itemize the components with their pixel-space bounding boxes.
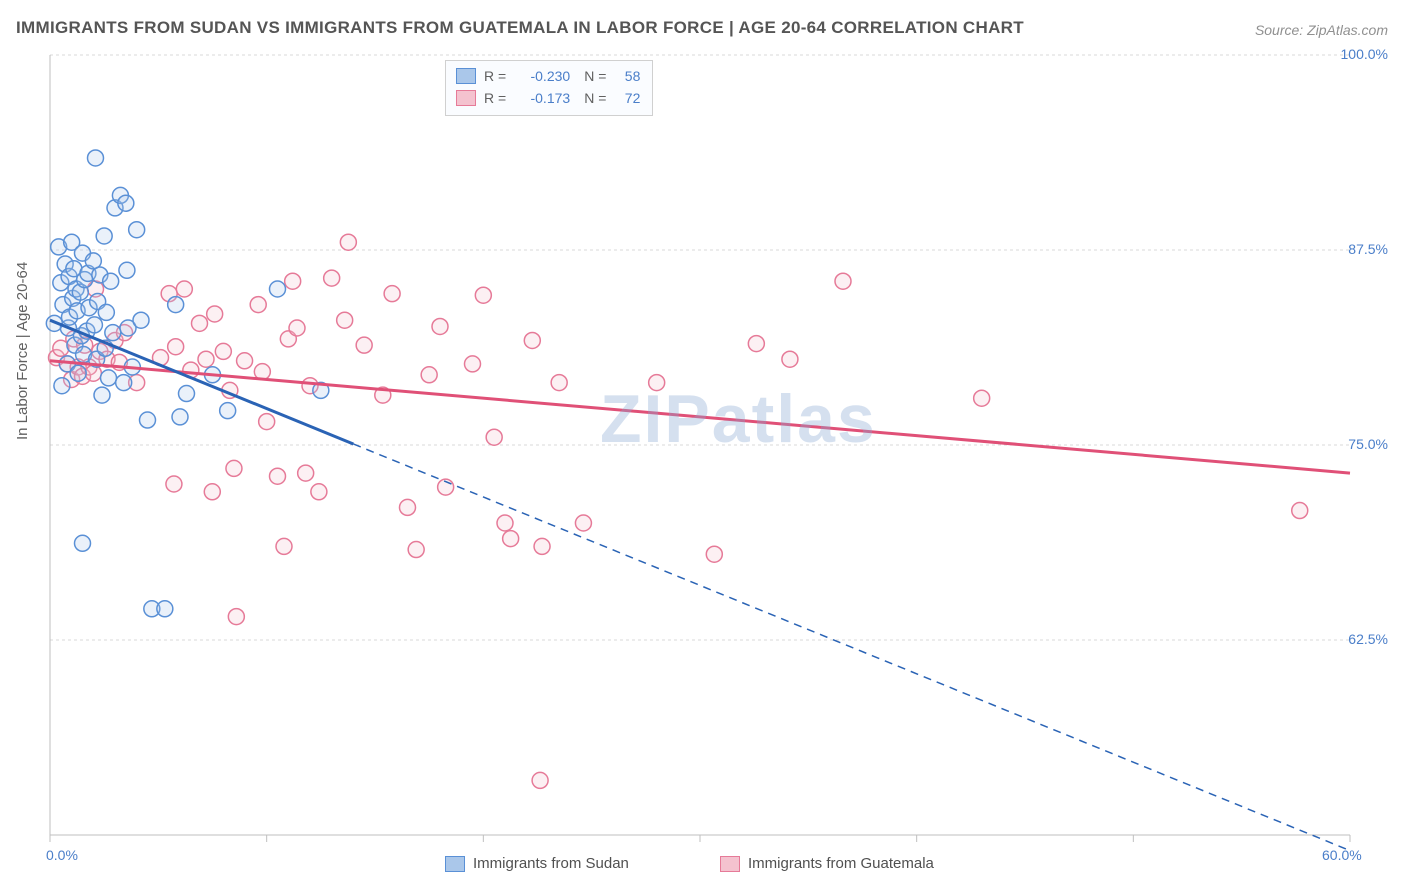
y-tick-label: 62.5% (1348, 631, 1388, 647)
n-label: N = (584, 90, 606, 106)
y-tick-label: 100.0% (1341, 46, 1388, 62)
legend-row: R =-0.173 N =72 (456, 87, 640, 109)
r-label: R = (484, 90, 506, 106)
r-label: R = (484, 68, 506, 84)
legend-label: Immigrants from Sudan (473, 855, 629, 872)
swatch-icon (456, 68, 476, 84)
x-tick-label: 0.0% (46, 847, 78, 863)
n-value: 58 (606, 68, 640, 84)
y-tick-label: 75.0% (1348, 436, 1388, 452)
y-tick-label: 87.5% (1348, 241, 1388, 257)
scatter-plot (0, 0, 1406, 892)
n-value: 72 (606, 90, 640, 106)
r-value: -0.173 (506, 90, 570, 106)
n-label: N = (584, 68, 606, 84)
legend-row: R =-0.230 N =58 (456, 65, 640, 87)
x-tick-label: 60.0% (1322, 847, 1362, 863)
r-value: -0.230 (506, 68, 570, 84)
swatch-icon (720, 856, 740, 872)
legend-label: Immigrants from Guatemala (748, 855, 934, 872)
legend-series-guatemala: Immigrants from Guatemala (720, 855, 934, 872)
swatch-icon (445, 856, 465, 872)
legend-correlation: R =-0.230 N =58 R =-0.173 N =72 (445, 60, 653, 116)
swatch-icon (456, 90, 476, 106)
chart-container: IMMIGRANTS FROM SUDAN VS IMMIGRANTS FROM… (0, 0, 1406, 892)
legend-series-sudan: Immigrants from Sudan (445, 855, 629, 872)
